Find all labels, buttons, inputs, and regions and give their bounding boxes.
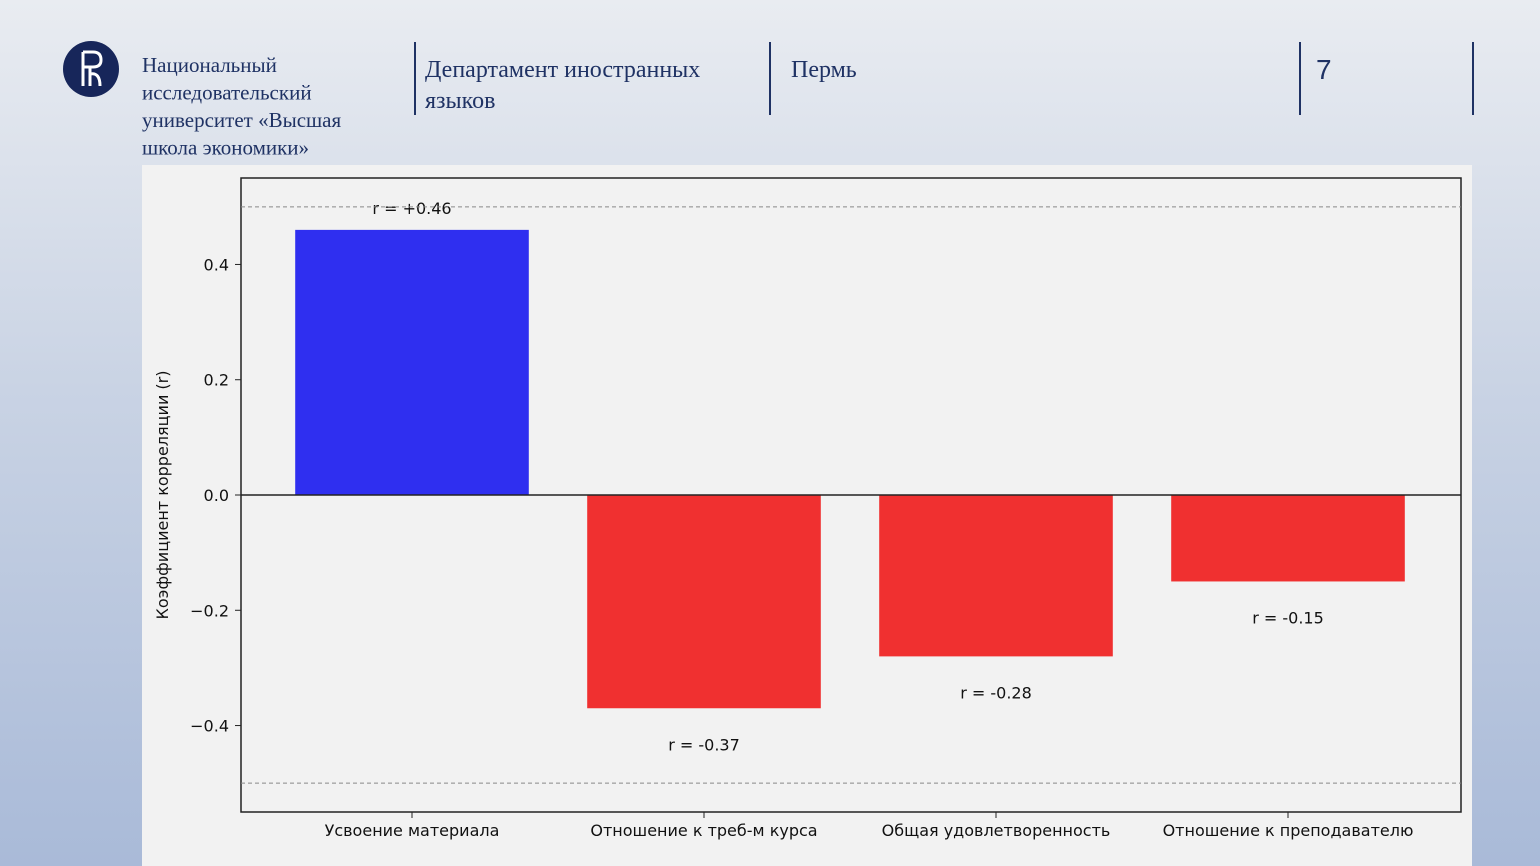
x-tick-label: Общая удовлетворенность — [882, 821, 1111, 840]
organization-line: школа экономики» — [142, 136, 309, 160]
x-tick-label: Отношение к треб-м курса — [590, 821, 817, 840]
bar — [879, 495, 1113, 657]
bar — [295, 229, 529, 495]
y-tick-label: 0.4 — [204, 255, 229, 274]
page-number: 7 — [1316, 54, 1332, 85]
department-line: языков — [425, 88, 495, 114]
bar — [1171, 495, 1405, 582]
bar — [587, 495, 821, 709]
x-tick-label: Отношение к преподавателю — [1163, 821, 1414, 840]
y-tick-label: −0.2 — [190, 601, 229, 620]
x-tick-label: Усвоение материала — [325, 821, 500, 840]
value-label: r = -0.37 — [668, 735, 740, 754]
separators — [414, 42, 1474, 115]
value-label: r = +0.46 — [372, 199, 451, 218]
value-label: r = -0.15 — [1252, 608, 1324, 627]
organization-line: университет «Высшая — [142, 108, 342, 132]
y-axis-label: Коэффициент корреляции (r) — [153, 371, 172, 620]
y-tick-label: −0.4 — [190, 717, 229, 736]
department-line: Департамент иностранных — [425, 57, 700, 83]
value-label: r = -0.28 — [960, 683, 1032, 702]
organization-line: Национальный — [142, 53, 277, 77]
y-tick-label: 0.2 — [204, 371, 229, 390]
city: Пермь — [791, 57, 857, 83]
organization-line: исследовательский — [142, 81, 312, 105]
logo-mark — [81, 50, 103, 87]
y-tick-label: 0.0 — [204, 486, 229, 505]
